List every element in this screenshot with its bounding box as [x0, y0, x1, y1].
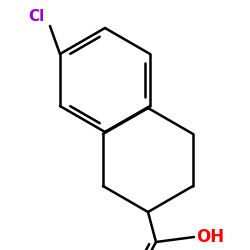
- Text: OH: OH: [196, 228, 224, 246]
- Text: Cl: Cl: [29, 9, 45, 24]
